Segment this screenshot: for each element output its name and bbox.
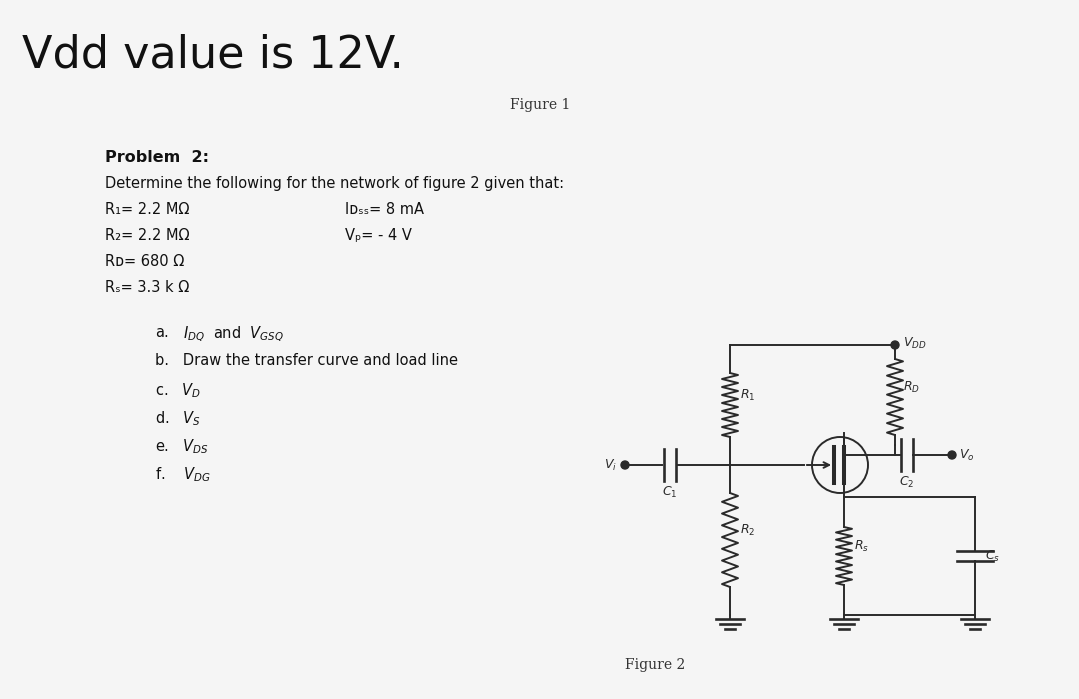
Text: $R_1$: $R_1$	[740, 387, 755, 403]
Text: Rᴅ= 680 Ω: Rᴅ= 680 Ω	[105, 254, 185, 269]
Text: $R_D$: $R_D$	[903, 380, 920, 394]
Text: d.   $V_S$: d. $V_S$	[155, 409, 201, 428]
Text: $V_o$: $V_o$	[959, 447, 974, 463]
Circle shape	[948, 451, 956, 459]
Text: Vₚ= - 4 V: Vₚ= - 4 V	[345, 228, 412, 243]
Text: $C_2$: $C_2$	[899, 475, 915, 490]
Text: Problem  2:: Problem 2:	[105, 150, 209, 165]
Circle shape	[622, 461, 629, 469]
Text: c.   $V_D$: c. $V_D$	[155, 381, 201, 400]
Text: $C_1$: $C_1$	[663, 485, 678, 500]
Text: Iᴅₛₛ= 8 mA: Iᴅₛₛ= 8 mA	[345, 202, 424, 217]
Text: e.   $V_{DS}$: e. $V_{DS}$	[155, 437, 208, 456]
Text: R₁= 2.2 MΩ: R₁= 2.2 MΩ	[105, 202, 190, 217]
Text: b.   Draw the transfer curve and load line: b. Draw the transfer curve and load line	[155, 353, 457, 368]
Text: $R_s$: $R_s$	[853, 538, 869, 554]
Text: $C_s$: $C_s$	[985, 549, 1000, 563]
Text: $I_{DQ}$  and  $V_{GSQ}$: $I_{DQ}$ and $V_{GSQ}$	[183, 325, 284, 345]
Text: $V_i$: $V_i$	[604, 457, 617, 473]
Text: $R_2$: $R_2$	[740, 522, 755, 538]
Circle shape	[891, 341, 899, 349]
Text: R₂= 2.2 MΩ: R₂= 2.2 MΩ	[105, 228, 190, 243]
Text: Vdd value is 12V.: Vdd value is 12V.	[22, 34, 404, 76]
Text: Figure 1: Figure 1	[509, 98, 570, 112]
Text: Determine the following for the network of figure 2 given that:: Determine the following for the network …	[105, 176, 564, 191]
Text: a.: a.	[155, 325, 168, 340]
Text: f.    $V_{DG}$: f. $V_{DG}$	[155, 465, 210, 484]
Text: Rₛ= 3.3 k Ω: Rₛ= 3.3 k Ω	[105, 280, 189, 295]
Text: $V_{DD}$: $V_{DD}$	[903, 336, 927, 351]
Text: Figure 2: Figure 2	[625, 658, 685, 672]
